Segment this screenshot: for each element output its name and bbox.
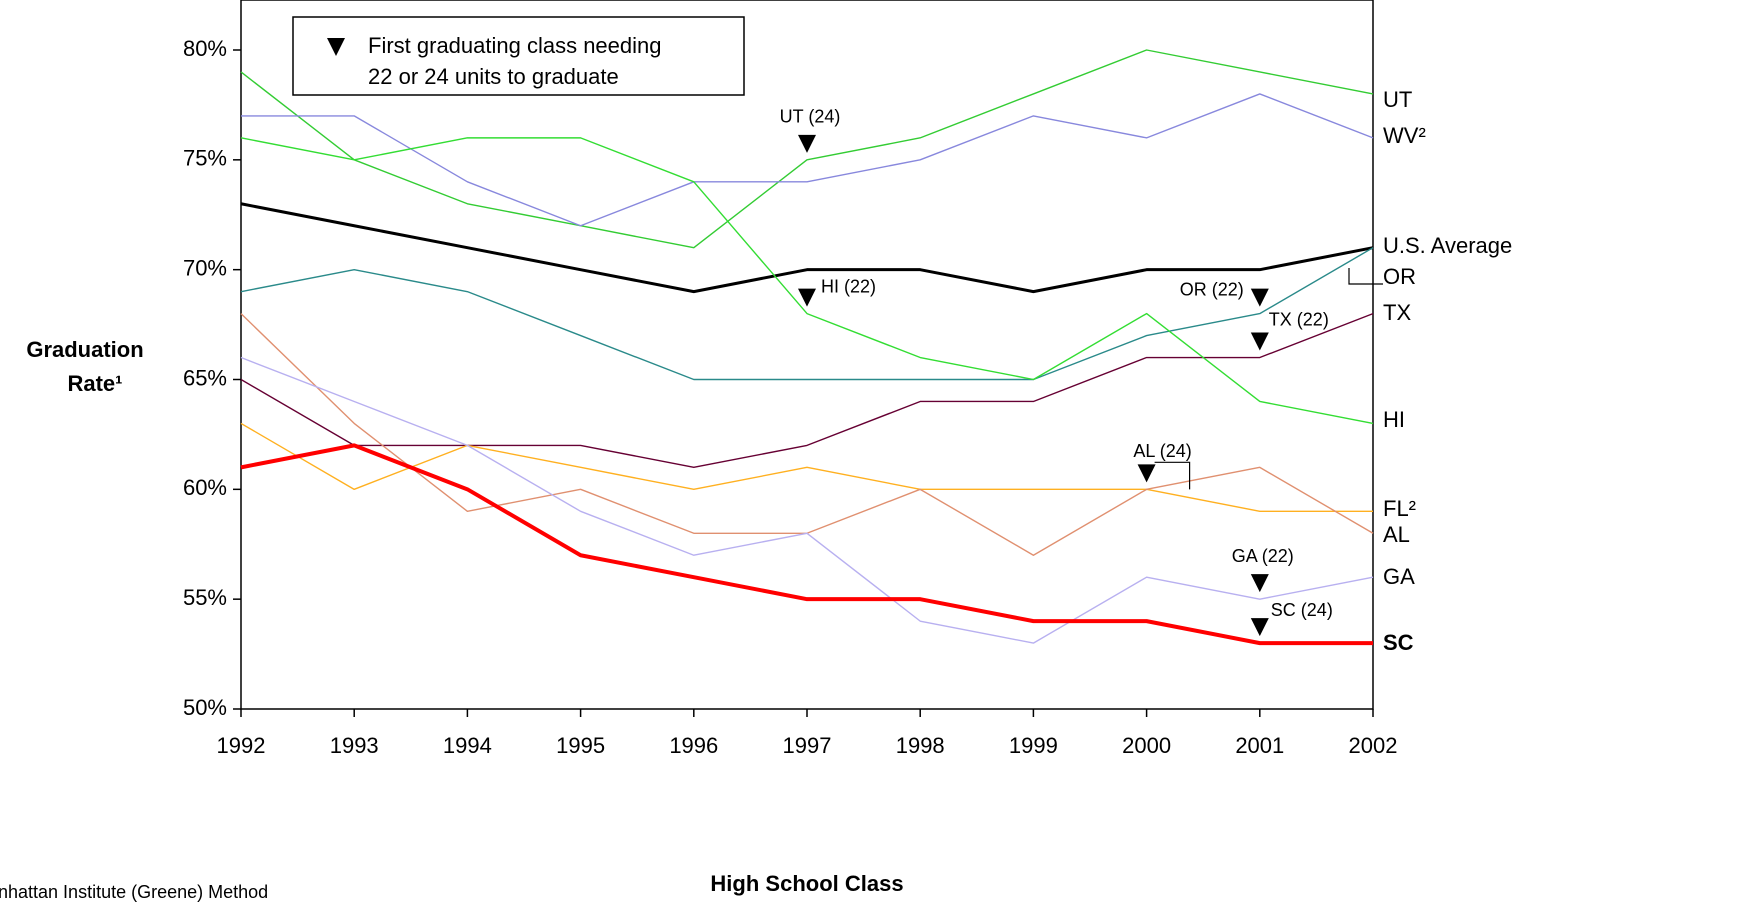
legend-box xyxy=(292,16,745,96)
annotation-marker xyxy=(798,288,816,307)
legend-text: 22 or 24 units to graduate xyxy=(368,64,619,89)
x-tick-label: 1993 xyxy=(330,733,379,758)
annotation-marker xyxy=(1250,618,1269,637)
series-line xyxy=(240,422,1373,512)
x-tick-label: 2000 xyxy=(1122,733,1171,758)
series-label: TX xyxy=(1383,300,1411,325)
series-line xyxy=(240,443,1373,646)
y-tick-label: 60% xyxy=(183,475,227,500)
x-tick-label: 1997 xyxy=(783,733,832,758)
annotation-label: TX (22) xyxy=(1269,309,1329,329)
series-label: U.S. Average xyxy=(1383,233,1512,258)
series-line xyxy=(240,312,1374,469)
x-tick-label: 1996 xyxy=(669,733,718,758)
y-tick-label: 80% xyxy=(183,36,227,61)
y-tick-label: 65% xyxy=(183,365,227,390)
series-label: UT xyxy=(1383,87,1412,112)
y-axis-title: Rate¹ xyxy=(67,371,122,396)
annotation-marker xyxy=(1137,464,1156,483)
annotation-label: UT (24) xyxy=(780,107,841,127)
y-axis-title: Graduation xyxy=(26,337,143,362)
y-tick-label: 50% xyxy=(183,695,227,720)
x-tick-label: 1998 xyxy=(896,733,945,758)
x-axis-title: High School Class xyxy=(710,871,903,896)
x-tick-label: 1992 xyxy=(217,733,266,758)
series-line xyxy=(240,137,1374,425)
x-tick-label: 1999 xyxy=(1009,733,1058,758)
series-label: FL² xyxy=(1383,496,1416,521)
footnote: nhattan Institute (Greene) Method xyxy=(0,882,268,902)
annotation-marker xyxy=(798,134,816,153)
series-label: OR xyxy=(1383,264,1416,289)
legend-text: First graduating class needing xyxy=(368,33,662,58)
series-line xyxy=(240,247,1374,381)
series-label: HI xyxy=(1383,407,1405,432)
annotation-label: AL (24) xyxy=(1133,441,1191,461)
series-label: AL xyxy=(1383,522,1410,547)
x-tick-label: 1995 xyxy=(556,733,605,758)
y-tick-label: 55% xyxy=(183,585,227,610)
legend-marker xyxy=(327,38,345,56)
annotation-label: GA (22) xyxy=(1232,546,1294,566)
annotation-label: HI (22) xyxy=(821,276,876,296)
annotation-label: OR (22) xyxy=(1180,279,1244,299)
series-label: GA xyxy=(1383,564,1415,589)
series-label: SC xyxy=(1383,630,1414,655)
annotation-marker xyxy=(1250,288,1269,307)
annotation-bracket xyxy=(1154,461,1191,490)
series-line xyxy=(240,202,1374,294)
leader-line xyxy=(1348,268,1383,285)
series-line xyxy=(241,93,1374,227)
series-line xyxy=(240,49,1374,249)
y-tick-label: 75% xyxy=(183,146,227,171)
series-label: WV² xyxy=(1383,123,1426,148)
annotation-label: SC (24) xyxy=(1271,600,1333,620)
series-line xyxy=(240,313,1374,556)
series-line xyxy=(240,356,1374,644)
y-tick-label: 70% xyxy=(183,255,227,280)
x-tick-label: 2001 xyxy=(1235,733,1284,758)
annotation-marker xyxy=(1250,574,1269,593)
x-tick-label: 2002 xyxy=(1349,733,1398,758)
x-tick-label: 1994 xyxy=(443,733,492,758)
annotation-marker xyxy=(1250,332,1269,351)
